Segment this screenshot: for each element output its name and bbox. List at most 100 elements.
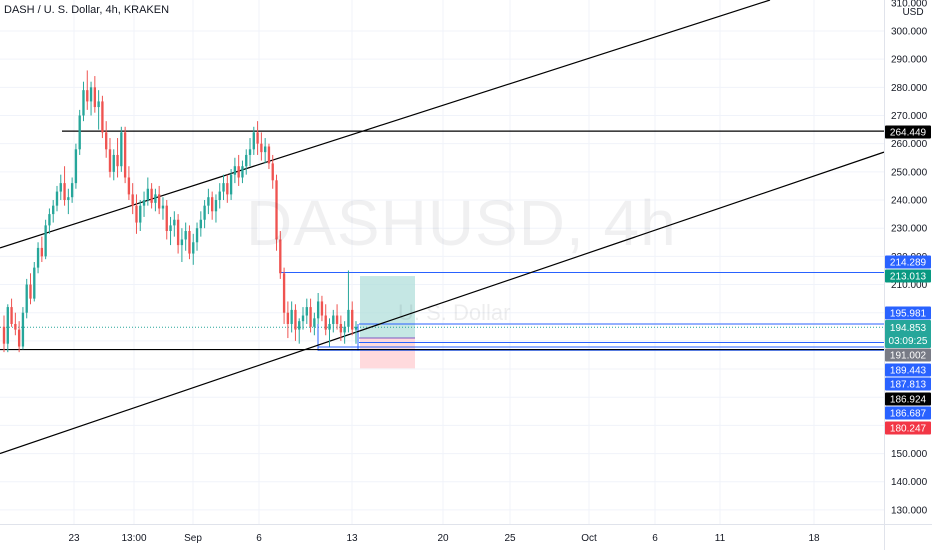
candle-body — [328, 323, 331, 330]
y-tick-label: 250.000 — [891, 167, 928, 178]
price-tag-label: 186.687 — [890, 409, 927, 420]
price-tag — [885, 125, 931, 139]
candle-body — [21, 312, 25, 347]
candle-body — [116, 154, 119, 167]
x-tick-label: 25 — [504, 533, 516, 544]
candle-body — [245, 154, 248, 167]
price-labels: 264.449 214.289 213.013 195.981 194.853 03:09… — [885, 125, 931, 435]
candle-body — [203, 205, 206, 220]
candle-body — [237, 166, 240, 178]
price-tag — [885, 348, 931, 362]
candle-body — [52, 205, 55, 215]
x-tick-label: 6 — [256, 533, 262, 544]
price-tag-label: 194.853 — [890, 323, 927, 334]
price-tag-label: 189.443 — [890, 366, 927, 377]
candle-body — [6, 307, 9, 344]
price-tag-label: 214.289 — [890, 258, 927, 269]
candle-body — [108, 149, 112, 172]
candle-body — [36, 247, 40, 268]
candle-body — [241, 166, 244, 178]
y-tick-label: 270.000 — [891, 111, 928, 122]
y-tick-label: 240.000 — [891, 196, 928, 207]
candle-body — [256, 132, 259, 144]
candle-body — [40, 247, 44, 257]
candle-body — [199, 219, 202, 229]
y-tick-label: 140.000 — [891, 477, 928, 488]
candle-body — [184, 231, 187, 240]
candle-body — [313, 318, 316, 327]
candle-body — [233, 166, 237, 175]
candle-body — [89, 87, 93, 102]
y-tick-label-top: 310.000 — [891, 0, 928, 9]
currency-label[interactable]: USD — [902, 7, 924, 18]
price-tag-label: 191.002 — [890, 351, 927, 362]
candle-body — [298, 321, 301, 330]
price-tag-label: 180.247 — [890, 424, 927, 435]
candle-body — [290, 309, 293, 324]
candle-body — [324, 315, 327, 330]
candle-body — [101, 101, 104, 133]
x-tick-label: 13:00 — [121, 533, 146, 544]
candle-body — [135, 205, 138, 223]
candle-body — [33, 267, 36, 299]
candle-body — [252, 132, 255, 150]
candle-body — [82, 90, 85, 116]
candle-body — [218, 191, 221, 201]
candle-body — [286, 312, 290, 324]
candle-body — [343, 326, 346, 333]
candle-body — [112, 154, 115, 172]
price-tag — [885, 363, 931, 377]
candle-body — [207, 197, 210, 206]
candle-body — [260, 143, 263, 153]
candle-body — [192, 242, 195, 254]
candle-body — [354, 326, 358, 330]
candle-body — [301, 315, 305, 322]
x-tick-label: 18 — [808, 533, 820, 544]
y-tick-label: 280.000 — [891, 83, 928, 94]
x-tick-label: Oct — [581, 533, 597, 544]
candle-body — [123, 132, 127, 178]
drawn-lines — [0, 0, 885, 455]
candle-body — [67, 197, 70, 201]
candle-body — [17, 329, 21, 347]
candle-body — [180, 239, 184, 246]
stop-zone — [360, 338, 415, 369]
price-tag — [885, 306, 931, 320]
candle-body — [173, 219, 176, 226]
candle-body — [14, 323, 17, 330]
candle-body — [226, 183, 229, 195]
candle-body — [210, 197, 214, 212]
candle-body — [48, 214, 51, 226]
candle-body — [142, 200, 146, 206]
candle-body — [316, 301, 320, 319]
candle-body — [10, 307, 13, 324]
candle-body — [339, 323, 343, 333]
candle-body — [70, 183, 74, 198]
candle-body — [294, 309, 297, 330]
price-tag-label: 213.013 — [890, 272, 927, 283]
y-tick-label: 300.000 — [891, 26, 928, 37]
lower-channel-line — [0, 151, 885, 455]
candle-body — [44, 225, 47, 257]
price-tag — [885, 392, 931, 406]
time-axis[interactable]: 23 13:00 Sep 6 13 20 25 Oct 6 11 18 — [0, 524, 932, 545]
candle-body — [127, 177, 131, 195]
grid — [0, 0, 884, 524]
candle-body — [305, 307, 308, 316]
price-tag-label: 186.924 — [890, 395, 927, 406]
price-tag — [885, 377, 931, 391]
price-tag — [885, 406, 931, 420]
candle-body — [55, 191, 59, 206]
candle-body — [74, 149, 78, 184]
candle-body — [59, 183, 62, 192]
candle-body — [222, 183, 225, 192]
candle-body — [154, 194, 157, 203]
price-tag — [885, 320, 931, 348]
candle-body — [279, 239, 282, 274]
y-tick-label: 230.000 — [891, 224, 928, 235]
candle-body — [275, 180, 278, 240]
y-tick-label: 150.000 — [891, 449, 928, 460]
price-tag-label: 195.981 — [890, 309, 927, 320]
candle-body — [78, 115, 81, 150]
